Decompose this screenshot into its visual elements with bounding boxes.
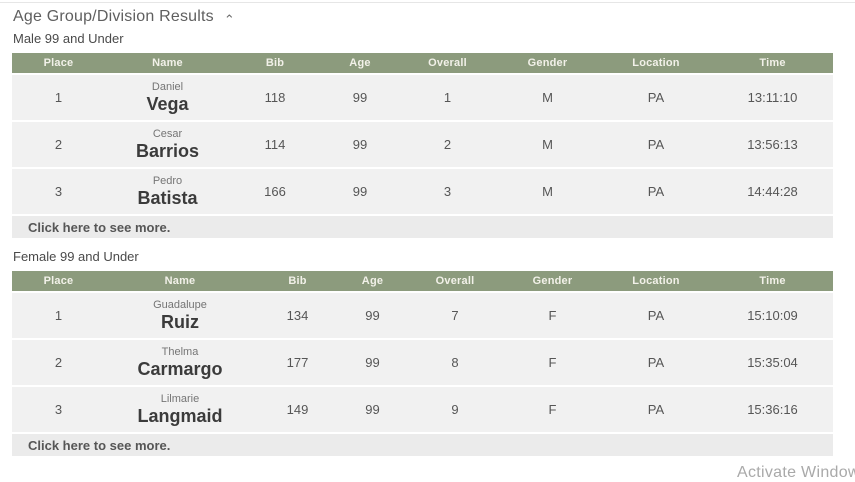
cell-gender: M (495, 169, 600, 214)
table-header-row: Place Name Bib Age Overall Gender Locati… (12, 53, 833, 73)
cell-name: Pedro Batista (105, 169, 230, 214)
cell-name: Cesar Barrios (105, 122, 230, 167)
cell-place: 2 (12, 122, 105, 167)
cell-gender: M (495, 75, 600, 120)
table-row: 2 Cesar Barrios 114 99 2 M PA 13:56:13 (12, 122, 833, 167)
first-name: Cesar (152, 128, 183, 140)
table-row: 2 Thelma Carmargo 177 99 8 F PA 15:35:04 (12, 340, 833, 385)
page-title: Age Group/Division Results (13, 8, 214, 25)
results-table-male: Place Name Bib Age Overall Gender Locati… (12, 51, 833, 240)
activate-windows-watermark: Activate Windows (737, 464, 855, 481)
cell-overall: 9 (405, 387, 505, 432)
see-more-link[interactable]: Click here to see more. (12, 434, 833, 456)
cell-age: 99 (320, 122, 400, 167)
cell-location: PA (600, 293, 712, 338)
cell-place: 2 (12, 340, 105, 385)
cell-age: 99 (340, 293, 405, 338)
column-header-time: Time (712, 53, 833, 73)
column-header-bib: Bib (230, 53, 320, 73)
first-name: Lilmarie (160, 393, 200, 405)
cell-overall: 3 (400, 169, 495, 214)
cell-location: PA (600, 169, 712, 214)
cell-overall: 1 (400, 75, 495, 120)
column-header-gender: Gender (505, 271, 600, 291)
table-header-row: Place Name Bib Age Overall Gender Locati… (12, 271, 833, 291)
last-name: Langmaid (137, 406, 223, 426)
cell-age: 99 (320, 169, 400, 214)
results-table-female: Place Name Bib Age Overall Gender Locati… (12, 269, 833, 458)
cell-name: Guadalupe Ruiz (105, 293, 255, 338)
chevron-up-icon[interactable]: ⌃ (223, 11, 235, 27)
cell-time: 13:11:10 (712, 75, 833, 120)
cell-name: Lilmarie Langmaid (105, 387, 255, 432)
column-header-time: Time (712, 271, 833, 291)
cell-age: 99 (340, 387, 405, 432)
column-header-bib: Bib (255, 271, 340, 291)
cell-overall: 8 (405, 340, 505, 385)
cell-name: Thelma Carmargo (105, 340, 255, 385)
cell-age: 99 (340, 340, 405, 385)
cell-bib: 114 (230, 122, 320, 167)
table-row: 1 Daniel Vega 118 99 1 M PA 13:11:10 (12, 75, 833, 120)
last-name: Barrios (135, 141, 200, 161)
section-label-female: Female 99 and Under (13, 249, 139, 264)
column-header-age: Age (340, 271, 405, 291)
table-row: 1 Guadalupe Ruiz 134 99 7 F PA 15:10:09 (12, 293, 833, 338)
section-label-male: Male 99 and Under (13, 31, 124, 46)
cell-gender: F (505, 340, 600, 385)
cell-gender: M (495, 122, 600, 167)
cell-time: 15:36:16 (712, 387, 833, 432)
cell-location: PA (600, 122, 712, 167)
cell-overall: 2 (400, 122, 495, 167)
cell-bib: 149 (255, 387, 340, 432)
column-header-age: Age (320, 53, 400, 73)
column-header-name: Name (105, 271, 255, 291)
last-name: Carmargo (137, 359, 223, 379)
column-header-location: Location (600, 53, 712, 73)
section-header: Age Group/Division Results ⌃ (0, 3, 855, 26)
cell-gender: F (505, 293, 600, 338)
column-header-place: Place (12, 271, 105, 291)
cell-place: 3 (12, 387, 105, 432)
last-name: Batista (137, 188, 198, 208)
cell-bib: 134 (255, 293, 340, 338)
last-name: Vega (146, 94, 189, 114)
column-header-overall: Overall (400, 53, 495, 73)
cell-time: 15:35:04 (712, 340, 833, 385)
cell-place: 1 (12, 293, 105, 338)
cell-name: Daniel Vega (105, 75, 230, 120)
cell-bib: 118 (230, 75, 320, 120)
cell-age: 99 (320, 75, 400, 120)
cell-location: PA (600, 387, 712, 432)
first-name: Thelma (161, 346, 199, 358)
column-header-location: Location (600, 271, 712, 291)
first-name: Guadalupe (153, 299, 207, 311)
column-header-name: Name (105, 53, 230, 73)
cell-bib: 166 (230, 169, 320, 214)
top-divider (0, 0, 855, 3)
cell-location: PA (600, 340, 712, 385)
table-row: 3 Pedro Batista 166 99 3 M PA 14:44:28 (12, 169, 833, 214)
last-name: Ruiz (161, 312, 199, 332)
cell-bib: 177 (255, 340, 340, 385)
see-more-row[interactable]: Click here to see more. (12, 434, 833, 456)
see-more-link[interactable]: Click here to see more. (12, 216, 833, 238)
cell-gender: F (505, 387, 600, 432)
cell-place: 1 (12, 75, 105, 120)
table-row: 3 Lilmarie Langmaid 149 99 9 F PA 15:36:… (12, 387, 833, 432)
first-name: Pedro (152, 175, 183, 187)
first-name: Daniel (151, 81, 184, 93)
cell-time: 15:10:09 (712, 293, 833, 338)
column-header-place: Place (12, 53, 105, 73)
cell-time: 14:44:28 (712, 169, 833, 214)
cell-place: 3 (12, 169, 105, 214)
see-more-row[interactable]: Click here to see more. (12, 216, 833, 238)
column-header-overall: Overall (405, 271, 505, 291)
column-header-gender: Gender (495, 53, 600, 73)
cell-time: 13:56:13 (712, 122, 833, 167)
cell-location: PA (600, 75, 712, 120)
cell-overall: 7 (405, 293, 505, 338)
